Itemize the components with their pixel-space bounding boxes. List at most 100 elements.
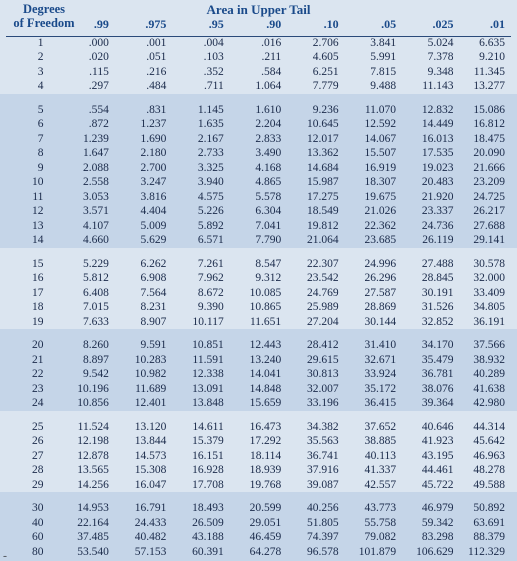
value-cell: 9.236 — [287, 103, 344, 118]
value-cell: 44.461 — [402, 463, 459, 478]
value-cell: 7.261 — [172, 257, 229, 272]
footnote-mark: .. — [3, 549, 7, 559]
df-cell: 2 — [0, 50, 57, 65]
value-cell: 96.578 — [287, 545, 344, 560]
value-cell: .016 — [230, 35, 287, 50]
df-cell: 17 — [0, 286, 57, 301]
value-cell: 74.397 — [287, 530, 344, 545]
value-cell: 13.240 — [230, 353, 287, 368]
df-cell: 16 — [0, 271, 57, 286]
value-cell: 37.566 — [460, 338, 517, 353]
value-cell: 14.953 — [57, 501, 114, 516]
value-cell: 7.790 — [230, 233, 287, 248]
table-row: 113.0533.8164.5755.57817.27519.67521.920… — [0, 190, 517, 205]
value-cell: 19.023 — [402, 161, 459, 176]
value-cell: 3.841 — [345, 35, 402, 50]
value-cell: 2.180 — [115, 146, 172, 161]
value-cell: 3.816 — [115, 190, 172, 205]
value-cell: .584 — [230, 65, 287, 80]
value-cell: 5.812 — [57, 271, 114, 286]
table-row: 2310.19611.68913.09114.84832.00735.17238… — [0, 382, 517, 397]
value-cell: 18.475 — [460, 132, 517, 147]
value-cell: 53.540 — [57, 545, 114, 560]
df-cell: 1 — [0, 35, 57, 50]
value-cell: 21.666 — [460, 161, 517, 176]
df-cell: 21 — [0, 353, 57, 368]
table-row: 2511.52413.12014.61116.47334.38237.65240… — [0, 420, 517, 435]
value-cell: .001 — [115, 35, 172, 50]
value-cell: 18.549 — [287, 204, 344, 219]
value-cell: 49.588 — [460, 478, 517, 493]
table-row: 4022.16424.43326.50929.05151.80555.75859… — [0, 516, 517, 531]
value-cell: 4.404 — [115, 204, 172, 219]
value-cell: 30.144 — [345, 315, 402, 330]
value-cell: 10.851 — [172, 338, 229, 353]
value-cell: 112.329 — [460, 545, 517, 560]
df-cell: 29 — [0, 478, 57, 493]
value-cell: 5.229 — [57, 257, 114, 272]
value-cell: 60.391 — [172, 545, 229, 560]
value-cell: 6.408 — [57, 286, 114, 301]
df-cell: 4 — [0, 79, 57, 94]
value-cell: 51.805 — [287, 516, 344, 531]
value-cell: 7.815 — [345, 65, 402, 80]
value-cell: 1.610 — [230, 103, 287, 118]
value-cell: 11.591 — [172, 353, 229, 368]
value-cell: 43.195 — [402, 449, 459, 464]
value-cell: 88.379 — [460, 530, 517, 545]
value-cell: 9.488 — [345, 79, 402, 94]
value-cell: 27.688 — [460, 219, 517, 234]
df-cell: 9 — [0, 161, 57, 176]
value-cell: 2.833 — [230, 132, 287, 147]
value-cell: 14.041 — [230, 367, 287, 382]
value-cell: 11.524 — [57, 420, 114, 435]
value-cell: 44.314 — [460, 420, 517, 435]
table-row: 71.2391.6902.1672.83312.01714.06716.0131… — [0, 132, 517, 147]
df-cell: 14 — [0, 233, 57, 248]
value-cell: 16.047 — [115, 478, 172, 493]
table-body: 1.000.001.004.0162.7063.8415.0246.6352.0… — [0, 35, 517, 561]
value-cell: 4.575 — [172, 190, 229, 205]
df-cell: 25 — [0, 420, 57, 435]
value-cell: .115 — [57, 65, 114, 80]
value-cell: 40.256 — [287, 501, 344, 516]
value-cell: 17.708 — [172, 478, 229, 493]
value-cell: 5.578 — [230, 190, 287, 205]
value-cell: 3.325 — [172, 161, 229, 176]
df-cell: 3 — [0, 65, 57, 80]
header-rule — [6, 36, 511, 37]
value-cell: 35.479 — [402, 353, 459, 368]
value-cell: 33.924 — [345, 367, 402, 382]
value-cell: 27.587 — [345, 286, 402, 301]
value-cell: 45.722 — [402, 478, 459, 493]
value-cell: 26.119 — [402, 233, 459, 248]
value-cell: 10.196 — [57, 382, 114, 397]
table-row: 1.000.001.004.0162.7063.8415.0246.635 — [0, 35, 517, 50]
table-row: 6.8721.2371.6352.20410.64512.59214.44916… — [0, 117, 517, 132]
value-cell: 1.635 — [172, 117, 229, 132]
value-cell: 6.251 — [287, 65, 344, 80]
value-cell: 12.832 — [402, 103, 459, 118]
value-cell: 40.646 — [402, 420, 459, 435]
value-cell: 3.490 — [230, 146, 287, 161]
value-cell: 18.939 — [230, 463, 287, 478]
value-cell: 18.493 — [172, 501, 229, 516]
value-cell: 12.592 — [345, 117, 402, 132]
df-cell: 18 — [0, 300, 57, 315]
value-cell: 3.571 — [57, 204, 114, 219]
value-cell: 5.024 — [402, 35, 459, 50]
value-cell: 106.629 — [402, 545, 459, 560]
value-cell: 2.167 — [172, 132, 229, 147]
value-cell: 38.932 — [460, 353, 517, 368]
df-cell: 10 — [0, 175, 57, 190]
value-cell: 12.401 — [115, 396, 172, 411]
value-cell: 28.412 — [287, 338, 344, 353]
table-row: 218.89710.28311.59113.24029.61532.67135.… — [0, 353, 517, 368]
df-cell: 8 — [0, 146, 57, 161]
value-cell: 16.919 — [345, 161, 402, 176]
df-cell: 80 — [0, 545, 57, 560]
value-cell: 9.591 — [115, 338, 172, 353]
value-cell: 21.064 — [287, 233, 344, 248]
value-cell: 3.940 — [172, 175, 229, 190]
value-cell: 42.980 — [460, 396, 517, 411]
